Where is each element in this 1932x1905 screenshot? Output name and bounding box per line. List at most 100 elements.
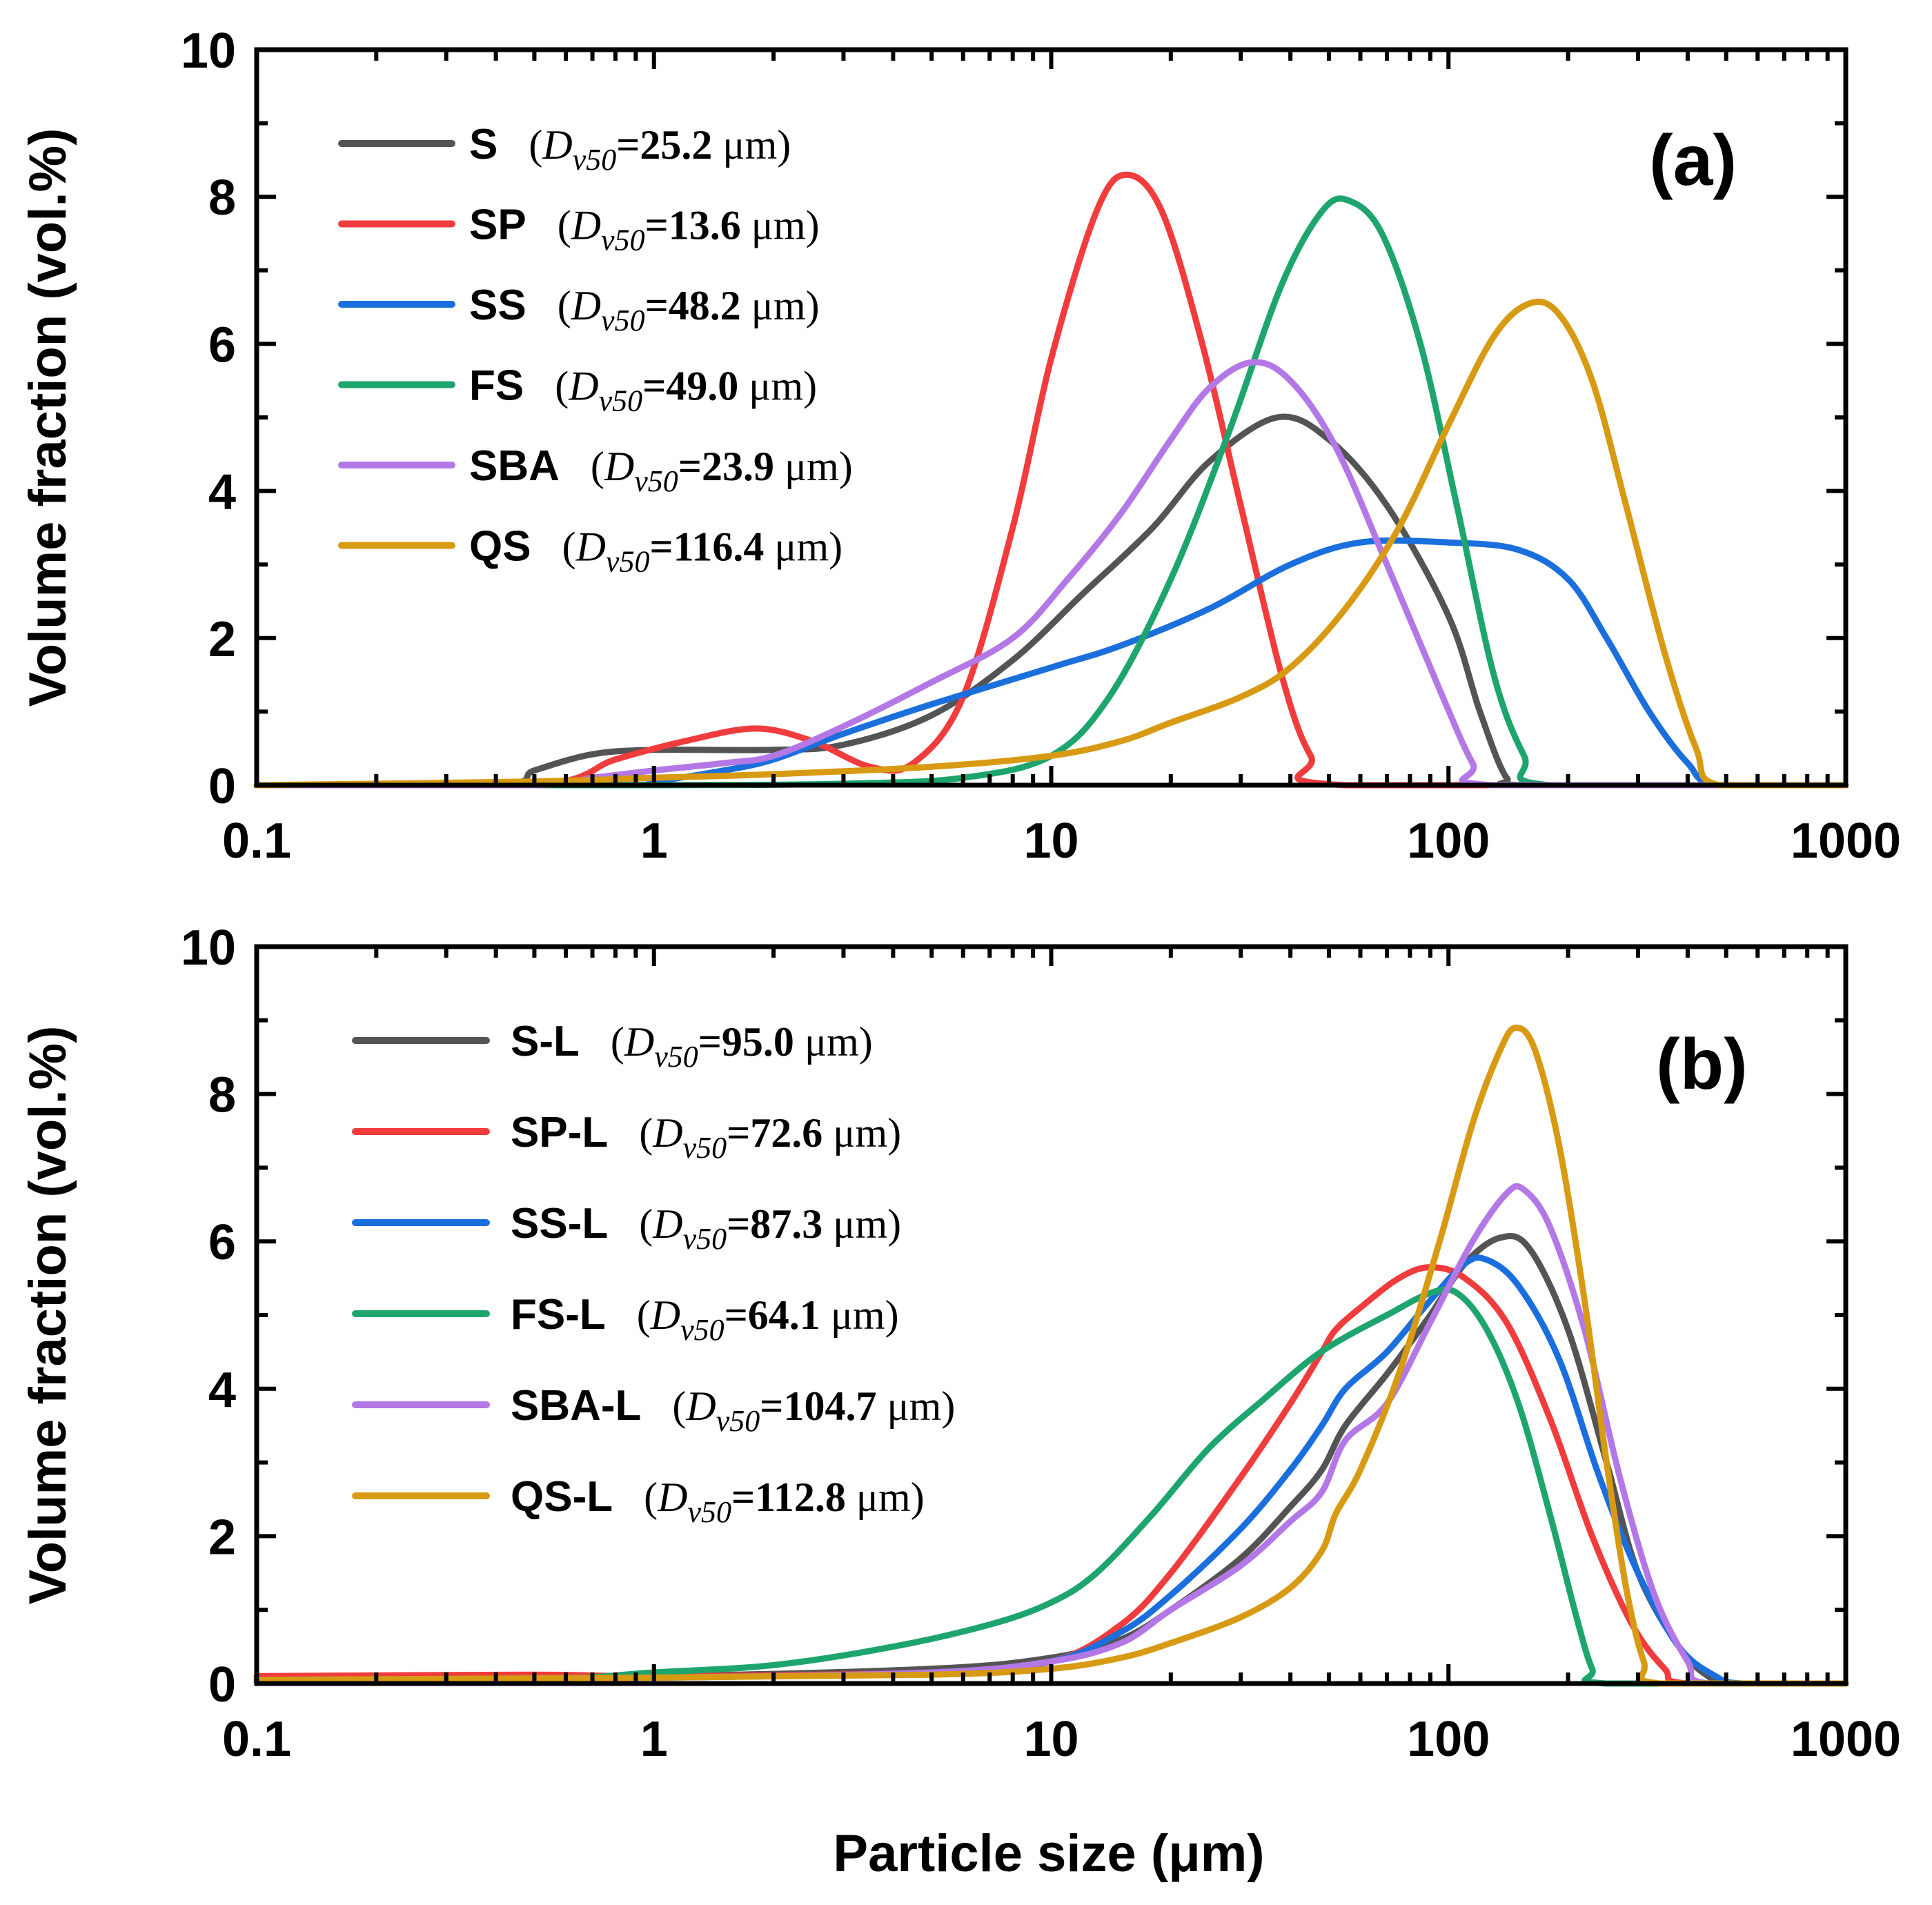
y-tick-label: 8	[208, 170, 236, 226]
legend-series-name: SP-L	[511, 1109, 608, 1156]
legend-series-name: SS	[469, 282, 526, 329]
legend-d-symbol: D	[604, 444, 634, 489]
legend-paren: (	[637, 1292, 651, 1338]
legend-d-subscript: v50	[680, 1313, 724, 1347]
legend-dv50: (Dv50=72.6 μm)	[639, 1110, 901, 1165]
legend-d-subscript: v50	[606, 545, 650, 579]
legend-d-value: =64.1	[724, 1292, 820, 1338]
legend-series-name: QS	[469, 523, 531, 571]
legend-d-subscript: v50	[601, 304, 645, 337]
y-tick-label: 0	[208, 1657, 236, 1712]
legend-d-unit: μm)	[846, 1474, 925, 1520]
x-tick-label: 1000	[1791, 1712, 1901, 1767]
legend-d-subscript: v50	[716, 1404, 760, 1438]
legend-item-ss-l: SS-L (Dv50=87.3 μm)	[352, 1200, 901, 1256]
legend-d-value: =72.6	[727, 1110, 822, 1156]
y-tick-label: 4	[208, 465, 236, 520]
legend-d-unit: μm)	[876, 1383, 955, 1429]
panel-label: (a)	[1649, 121, 1737, 201]
series-group	[253, 1025, 1849, 1687]
legend-d-value: =87.3	[727, 1201, 822, 1247]
legend-d-subscript: v50	[599, 384, 643, 418]
legend-d-symbol: D	[652, 1201, 682, 1247]
legend-item-ss: SS (Dv50=48.2 μm)	[338, 282, 820, 337]
legend-dv50: (Dv50=23.9 μm)	[591, 444, 853, 498]
x-tick-label: 0.1	[222, 1712, 291, 1767]
legend-d-subscript: v50	[601, 224, 645, 257]
legend-d-subscript: v50	[683, 1222, 727, 1256]
legend-paren: (	[555, 364, 569, 409]
legend-item-fs-l: FS-L (Dv50=64.1 μm)	[352, 1291, 899, 1347]
legend-paren: (	[529, 122, 542, 168]
legend-series-name: FS	[469, 362, 524, 410]
legend-d-unit: μm)	[738, 364, 817, 409]
legend-paren: (	[562, 524, 576, 570]
legend-paren: (	[558, 283, 571, 328]
y-tick-label: 4	[208, 1363, 236, 1418]
y-tick-label: 6	[208, 317, 236, 373]
legend-dv50: (Dv50=95.0 μm)	[611, 1019, 873, 1074]
x-tick-label: 1	[640, 1712, 668, 1767]
legend-series-name: SP	[469, 201, 526, 249]
panel-a: 0 2 4 6 8 10 0.1 1 10 100 1000 Volume fraction (vol…	[19, 23, 1901, 869]
legend-item-qs-l: QS-L (Dv50=112.8 μm)	[352, 1473, 925, 1529]
legend-item-fs: FS (Dv50=49.0 μm)	[338, 362, 817, 418]
panel-label: (b)	[1656, 1025, 1748, 1105]
y-tick-label: 0	[208, 759, 236, 814]
legend-d-subscript: v50	[573, 143, 617, 177]
legend-d-value: =112.8	[731, 1474, 846, 1520]
panel-b: 0 2 4 6 8 10 0.1 1 10 100 1000 Volume fraction (vol…	[19, 920, 1901, 1767]
legend-d-unit: μm)	[764, 524, 842, 570]
series-line-sp	[253, 171, 1849, 789]
legend-d-symbol: D	[542, 122, 572, 168]
legend-series-name: SBA-L	[511, 1382, 641, 1430]
legend-item-sp: SP (Dv50=13.6 μm)	[338, 201, 820, 257]
series-line-ss	[253, 537, 1849, 789]
x-tick-label: 10	[1023, 1712, 1078, 1767]
legend-d-symbol: D	[650, 1292, 680, 1338]
legend-d-symbol: D	[624, 1019, 654, 1065]
legend-d-value: =48.2	[645, 283, 741, 328]
legend-d-unit: μm)	[822, 1110, 901, 1156]
legend-dv50: (Dv50=49.0 μm)	[555, 364, 817, 418]
legend-dv50: (Dv50=112.8 μm)	[644, 1474, 925, 1529]
legend-paren: (	[558, 203, 571, 248]
legend-series-name: SBA	[469, 442, 560, 490]
legend-paren: (	[611, 1019, 624, 1065]
legend: S (Dv50=25.2 μm)SP (Dv50=13.6 μm)SS (Dv50=4…	[338, 121, 853, 579]
legend-d-subscript: v50	[654, 1040, 698, 1074]
legend-d-symbol: D	[652, 1110, 682, 1156]
legend-d-unit: μm)	[741, 203, 820, 248]
legend-series-name: S	[469, 121, 497, 168]
legend-d-value: =25.2	[616, 122, 712, 168]
series-line-s	[253, 413, 1849, 789]
y-axis-title: Volume fraction (vol.%)	[19, 1026, 77, 1605]
legend-dv50: (Dv50=64.1 μm)	[637, 1292, 899, 1347]
legend-paren: (	[639, 1110, 653, 1156]
legend-d-unit: μm)	[822, 1201, 901, 1247]
y-axis: 0 2 4 6 8 10	[181, 23, 1846, 814]
legend-paren: (	[644, 1474, 658, 1520]
legend-series-name: S-L	[511, 1018, 580, 1065]
legend-paren: (	[672, 1383, 686, 1429]
y-tick-label: 2	[208, 612, 236, 667]
legend-d-symbol: D	[657, 1474, 687, 1520]
legend-d-value: =116.4	[649, 524, 764, 570]
x-axis: 0.1 1 10 100 1000	[222, 50, 1901, 869]
legend-dv50: (Dv50=104.7 μm)	[672, 1383, 955, 1438]
legend-d-subscript: v50	[687, 1495, 731, 1529]
y-tick-label: 10	[181, 23, 236, 79]
x-axis-title: Particle size (μm)	[833, 1824, 1264, 1883]
x-tick-label: 10	[1023, 813, 1078, 869]
x-tick-label: 1000	[1791, 813, 1901, 869]
legend-d-symbol: D	[575, 524, 606, 570]
series-line-qs	[253, 298, 1849, 789]
legend-d-unit: μm)	[794, 1019, 873, 1065]
legend-series-name: FS-L	[511, 1291, 606, 1339]
legend-d-unit: μm)	[712, 122, 791, 168]
legend-item-sp-l: SP-L (Dv50=72.6 μm)	[352, 1109, 901, 1165]
legend-paren: (	[639, 1201, 653, 1247]
y-axis-title: Volume fraction (vol.%)	[19, 128, 77, 707]
legend-d-value: =23.9	[678, 444, 774, 489]
